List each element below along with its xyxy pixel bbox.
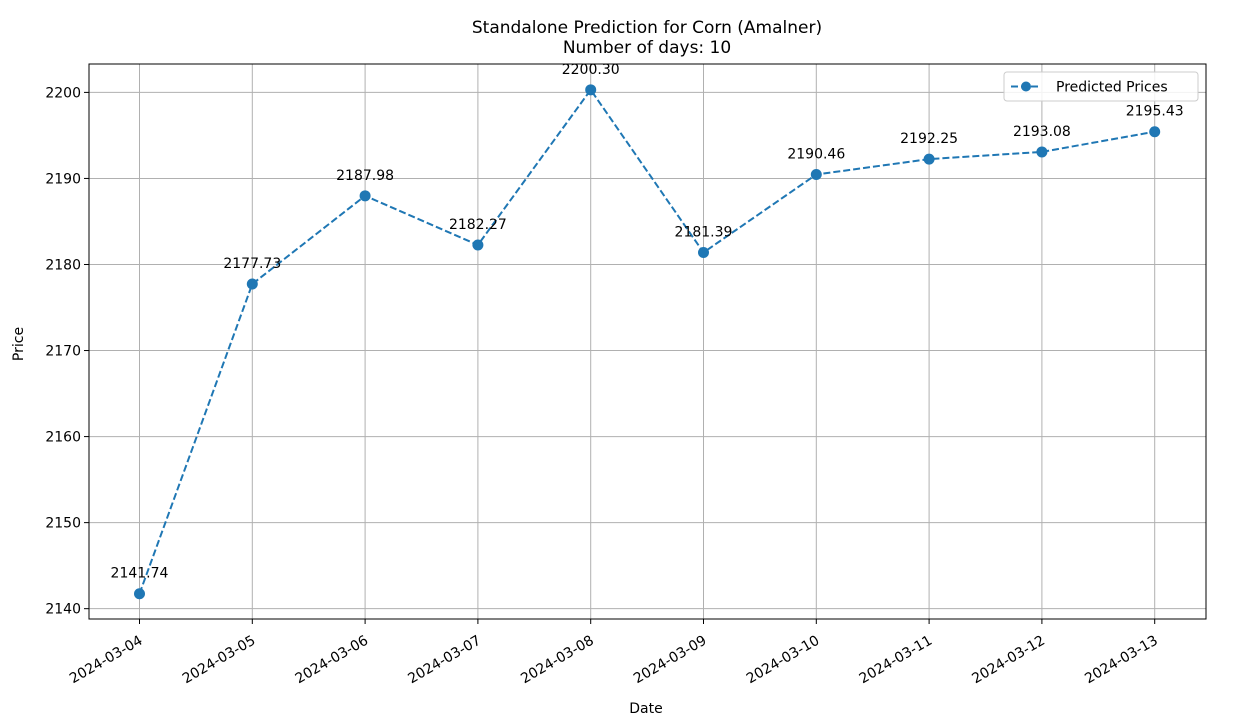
data-point [472, 239, 484, 251]
data-label: 2200.30 [562, 62, 620, 78]
data-point [585, 84, 597, 96]
y-tick-label: 2200 [45, 85, 81, 101]
chart-subtitle: Number of days: 10 [563, 38, 731, 58]
data-labels: 2141.74 2177.73 2187.98 2182.27 2200.30 2181.… [111, 62, 1184, 582]
data-label: 2193.08 [1013, 124, 1071, 140]
y-axis-label: Price [11, 327, 27, 361]
plot-frame [88, 63, 1207, 620]
data-point [246, 278, 258, 290]
data-point [1036, 146, 1048, 158]
data-label: 2177.73 [223, 256, 281, 272]
data-label: 2195.43 [1126, 104, 1184, 120]
y-tick-label: 2140 [45, 602, 81, 618]
data-label: 2141.74 [111, 566, 169, 582]
series-predicted-prices [134, 84, 1161, 600]
plot-area [89, 64, 1206, 619]
chart-title: Standalone Prediction for Corn (Amalner) [472, 18, 822, 38]
y-tick-label: 2150 [45, 516, 81, 532]
y-tick-label: 2190 [45, 171, 81, 187]
y-tick-label: 2170 [45, 344, 81, 360]
data-point [1149, 126, 1161, 138]
data-point [698, 247, 709, 259]
series-line [138, 88, 1155, 595]
data-label: 2190.46 [787, 146, 845, 162]
y-tick-label: 2180 [45, 257, 81, 273]
data-point [923, 153, 935, 165]
y-tick-label: 2160 [45, 430, 81, 446]
data-label: 2181.39 [675, 225, 733, 241]
legend-label: Predicted Prices [1056, 80, 1168, 96]
x-axis-label: Date [629, 701, 662, 717]
legend: Predicted Prices [1003, 71, 1199, 102]
data-point [134, 588, 145, 600]
data-point [359, 190, 371, 202]
y-axis: 2140 2150 2160 2170 2180 2190 2200 [45, 85, 89, 618]
data-label: 2192.25 [900, 131, 958, 147]
legend-box [1003, 71, 1199, 102]
legend-marker-sample [1021, 81, 1031, 92]
data-label: 2182.27 [449, 217, 507, 233]
data-point [810, 168, 822, 180]
data-label: 2187.98 [336, 168, 394, 184]
